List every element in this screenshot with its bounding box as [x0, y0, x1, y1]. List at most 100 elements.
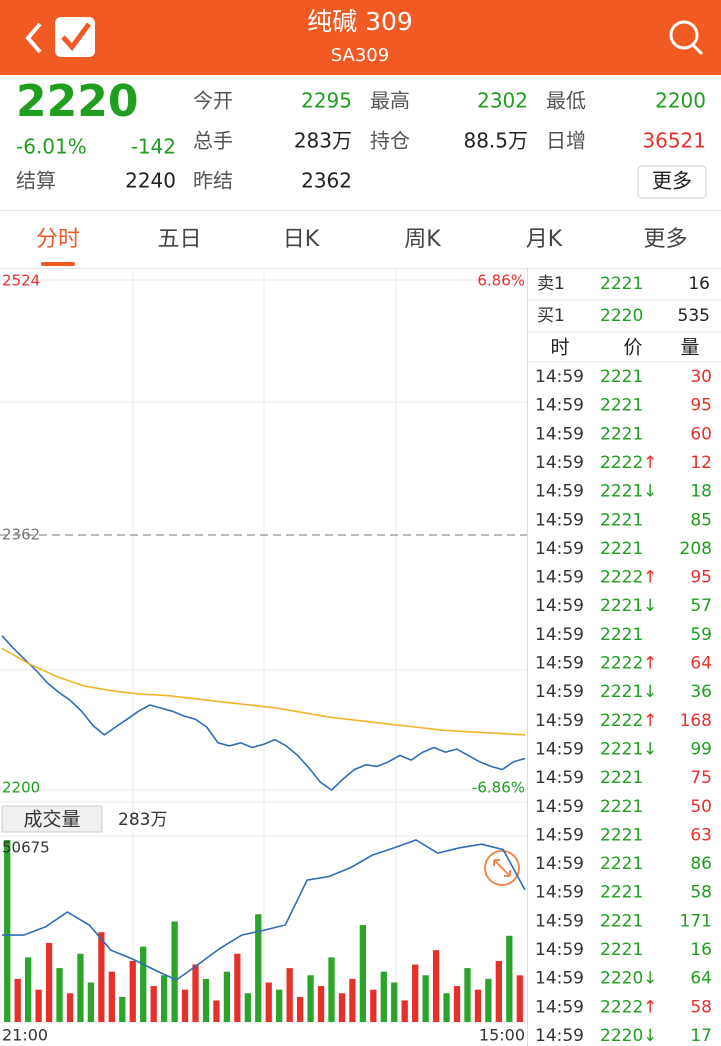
trade-volume: 16 [690, 940, 712, 960]
volume-bar [66, 993, 74, 1022]
volume-bar [171, 921, 178, 1022]
tab[interactable]: 更多 [643, 227, 687, 252]
y-tick-label: 50675 [2, 839, 50, 857]
subtitle: SA309 [331, 45, 389, 66]
volume-bar [255, 914, 262, 1022]
trade-time: 14:59 [535, 424, 584, 444]
trade-time: 14:59 [535, 1026, 584, 1046]
trade-arrow: ↓ [643, 482, 657, 502]
book-price: 2221 [600, 274, 643, 294]
trade-volume: 95 [690, 568, 712, 588]
trade-volume: 60 [690, 424, 712, 444]
volume-bar [495, 960, 502, 1022]
field-value: 2240 [125, 169, 176, 193]
volume-bar [485, 978, 492, 1022]
volume-bar [359, 925, 367, 1022]
trade-time: 14:59 [535, 883, 584, 903]
tab[interactable]: 五日 [157, 227, 201, 252]
volume-bar [338, 993, 346, 1022]
trade-volume: 59 [690, 625, 712, 645]
tab[interactable]: 月K [526, 227, 563, 252]
book-volume: 535 [678, 306, 710, 326]
trade-price: 2221 [600, 854, 643, 874]
tab[interactable]: 日K [283, 227, 320, 252]
volume-bar [192, 964, 199, 1022]
trade-time: 14:59 [535, 768, 584, 788]
x-tick-label: 15:00 [479, 1026, 525, 1045]
volume-bar [108, 971, 115, 1022]
field-label: 日增 [546, 129, 586, 153]
trade-volume: 75 [690, 768, 712, 788]
expand-icon [493, 859, 511, 877]
volume-bar [77, 953, 84, 1022]
favorite-checkbox[interactable] [55, 17, 95, 57]
grid [0, 270, 527, 1023]
trade-volume: 36 [690, 682, 712, 702]
field-value: 2295 [301, 89, 352, 113]
trades-header: 量 [680, 337, 699, 359]
trade-time: 14:59 [535, 940, 584, 960]
back-button[interactable] [25, 22, 42, 54]
volume-bar [432, 950, 440, 1022]
book-label: 买1 [537, 306, 565, 326]
trade-volume: 18 [690, 482, 712, 502]
volume-bar [516, 975, 523, 1022]
search-handle [691, 43, 704, 56]
trade-price: 2221 [600, 883, 643, 903]
volume-bar [307, 975, 314, 1022]
y2-tick-label: 6.86% [477, 272, 525, 290]
volume-bar [4, 840, 11, 1022]
volume-bar [45, 942, 53, 1022]
y-tick-label: 2200 [2, 779, 40, 797]
trade-arrow: ↓ [643, 739, 657, 759]
volume-bar [286, 968, 293, 1022]
volume-bar [160, 975, 168, 1022]
trade-volume: 50 [690, 797, 712, 817]
trade-price: 2221 [600, 396, 643, 416]
volume-bar [265, 982, 272, 1022]
trade-arrow: ↑ [643, 997, 657, 1017]
trade-volume: 208 [680, 539, 712, 559]
trade-volume: 30 [690, 367, 712, 387]
volume-bar [98, 932, 105, 1022]
trade-volume: 64 [690, 969, 712, 989]
trade-arrow: ↑ [643, 711, 657, 731]
price-line [1, 635, 526, 792]
trade-price: 2221 [600, 367, 643, 387]
volume-bar [506, 935, 513, 1022]
volume-bar [328, 957, 335, 1022]
volume-bar [181, 989, 189, 1022]
volume-bar [412, 964, 419, 1022]
open-interest-line [2, 839, 526, 981]
volume-bar [150, 986, 157, 1022]
volume-bar [474, 989, 482, 1022]
field-label: 最高 [370, 89, 410, 113]
field-value: 2200 [655, 89, 706, 113]
trade-time: 14:59 [535, 969, 584, 989]
field-label: 昨结 [193, 169, 233, 193]
tab[interactable]: 分时 [36, 227, 80, 252]
trade-time: 14:59 [535, 654, 584, 674]
title: 纯碱 309 [307, 7, 413, 36]
trade-arrow: ↓ [643, 682, 657, 702]
trade-volume: 86 [690, 854, 712, 874]
trade-price: 2220 [600, 1026, 643, 1046]
search-button[interactable] [669, 20, 704, 56]
trade-arrow: ↑ [643, 453, 657, 473]
trade-volume: 99 [690, 739, 712, 759]
trade-time: 14:59 [535, 911, 584, 931]
trade-price: 2221 [600, 739, 643, 759]
trade-price: 2222 [600, 711, 643, 731]
y-tick-label: 2524 [2, 272, 40, 290]
trade-arrow: ↑ [643, 654, 657, 674]
trade-price: 2221 [600, 510, 643, 530]
volume-bar [234, 953, 241, 1022]
trade-time: 14:59 [535, 682, 584, 702]
trade-time: 14:59 [535, 997, 584, 1017]
volume-total: 283万 [118, 810, 167, 830]
more-button[interactable] [637, 165, 707, 199]
volume-bar [453, 986, 461, 1022]
volume-bar [296, 996, 304, 1022]
volume-bar [14, 978, 21, 1022]
tab[interactable]: 周K [404, 227, 441, 252]
